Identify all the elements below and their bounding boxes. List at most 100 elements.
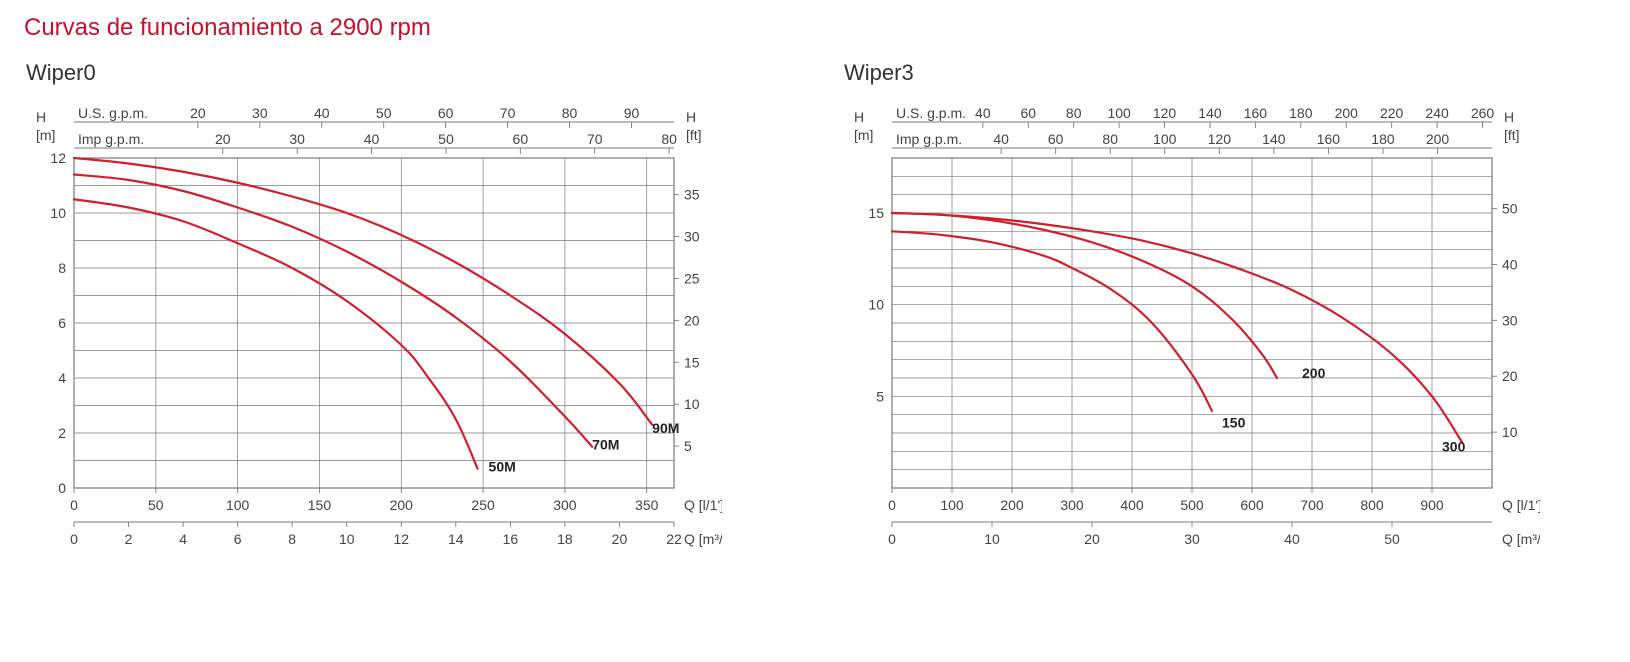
svg-text:14: 14 [448,531,464,547]
svg-text:10: 10 [1502,424,1518,440]
svg-text:10: 10 [984,531,1000,547]
svg-text:200: 200 [1000,497,1024,513]
svg-text:40: 40 [1284,531,1300,547]
svg-text:250: 250 [471,497,495,513]
svg-text:40: 40 [314,105,330,121]
svg-text:4: 4 [58,370,66,386]
svg-text:30: 30 [684,229,700,245]
svg-text:240: 240 [1425,105,1449,121]
svg-text:Q [m³/h]: Q [m³/h] [684,531,722,547]
svg-text:600: 600 [1240,497,1264,513]
svg-text:70: 70 [587,131,603,147]
svg-text:80: 80 [661,131,677,147]
chart-title-wiper0: Wiper0 [26,60,722,86]
chart-wiper0: Wiper0 U.S. g.p.m.2030405060708090Imp g.… [24,60,722,571]
svg-text:90: 90 [624,105,640,121]
svg-text:800: 800 [1360,497,1384,513]
svg-text:Imp g.p.m.: Imp g.p.m. [896,131,962,147]
svg-text:[m]: [m] [36,127,55,143]
chart-wiper3: Wiper3 U.S. g.p.m.4060801001201401601802… [842,60,1540,571]
svg-text:100: 100 [1107,105,1131,121]
svg-text:0: 0 [888,531,896,547]
svg-text:400: 400 [1120,497,1144,513]
svg-text:8: 8 [288,531,296,547]
svg-text:H: H [854,109,864,125]
svg-text:15: 15 [684,354,700,370]
curve-label-150: 150 [1222,415,1246,431]
svg-text:6: 6 [234,531,242,547]
svg-text:0: 0 [70,497,78,513]
svg-text:18: 18 [557,531,573,547]
svg-text:150: 150 [308,497,332,513]
chart-canvas-wiper3: U.S. g.p.m.40608010012014016018020022024… [842,96,1540,571]
svg-text:160: 160 [1317,131,1341,147]
svg-text:20: 20 [612,531,628,547]
svg-text:0: 0 [888,497,896,513]
svg-text:100: 100 [226,497,250,513]
svg-text:30: 30 [252,105,268,121]
svg-text:50: 50 [148,497,164,513]
charts-row: Wiper0 U.S. g.p.m.2030405060708090Imp g.… [24,60,1606,571]
svg-text:100: 100 [940,497,964,513]
svg-text:30: 30 [1502,312,1518,328]
svg-text:30: 30 [289,131,305,147]
svg-text:5: 5 [684,438,692,454]
curve-label-90M: 90M [652,420,679,436]
svg-text:[ft]: [ft] [686,127,702,143]
svg-text:U.S. g.p.m.: U.S. g.p.m. [78,105,148,121]
svg-text:50: 50 [1384,531,1400,547]
svg-text:20: 20 [190,105,206,121]
svg-text:160: 160 [1244,105,1268,121]
svg-text:60: 60 [513,131,529,147]
svg-text:80: 80 [562,105,578,121]
svg-text:U.S. g.p.m.: U.S. g.p.m. [896,105,966,121]
svg-text:200: 200 [1335,105,1359,121]
svg-text:25: 25 [684,270,700,286]
svg-text:40: 40 [1502,256,1518,272]
curve-90M [74,158,652,425]
page-title: Curvas de funcionamiento a 2900 rpm [24,14,1606,42]
svg-text:2: 2 [58,425,66,441]
svg-text:12: 12 [393,531,409,547]
chart-canvas-wiper0: U.S. g.p.m.2030405060708090Imp g.p.m.203… [24,96,722,571]
svg-text:900: 900 [1420,497,1444,513]
svg-text:6: 6 [58,315,66,331]
curve-label-200: 200 [1302,365,1326,381]
curve-label-50M: 50M [489,459,516,475]
svg-text:35: 35 [684,187,700,203]
svg-text:20: 20 [1502,368,1518,384]
svg-text:60: 60 [438,105,454,121]
svg-text:500: 500 [1180,497,1204,513]
svg-text:70: 70 [500,105,516,121]
svg-text:20: 20 [1084,531,1100,547]
svg-text:10: 10 [339,531,355,547]
svg-text:180: 180 [1289,105,1313,121]
svg-text:Imp g.p.m.: Imp g.p.m. [78,131,144,147]
curve-200 [892,213,1277,378]
svg-text:Q [m³/h]: Q [m³/h] [1502,531,1540,547]
svg-text:[m]: [m] [854,127,873,143]
svg-text:H: H [36,109,46,125]
svg-text:40: 40 [364,131,380,147]
svg-text:140: 140 [1198,105,1222,121]
chart-title-wiper3: Wiper3 [844,60,1540,86]
svg-text:10: 10 [50,205,66,221]
curve-label-70M: 70M [592,437,619,453]
svg-text:30: 30 [1184,531,1200,547]
svg-text:20: 20 [684,312,700,328]
svg-text:200: 200 [390,497,414,513]
svg-text:Q [l/1']: Q [l/1'] [684,497,722,513]
svg-text:2: 2 [125,531,133,547]
svg-text:700: 700 [1300,497,1324,513]
svg-text:80: 80 [1066,105,1082,121]
svg-text:140: 140 [1262,131,1286,147]
svg-text:8: 8 [58,260,66,276]
curve-150 [892,231,1212,411]
svg-text:4: 4 [179,531,187,547]
svg-text:0: 0 [70,531,78,547]
svg-text:40: 40 [975,105,991,121]
svg-text:22: 22 [666,531,682,547]
curve-70M [74,175,592,447]
svg-text:10: 10 [868,297,884,313]
svg-text:50: 50 [438,131,454,147]
